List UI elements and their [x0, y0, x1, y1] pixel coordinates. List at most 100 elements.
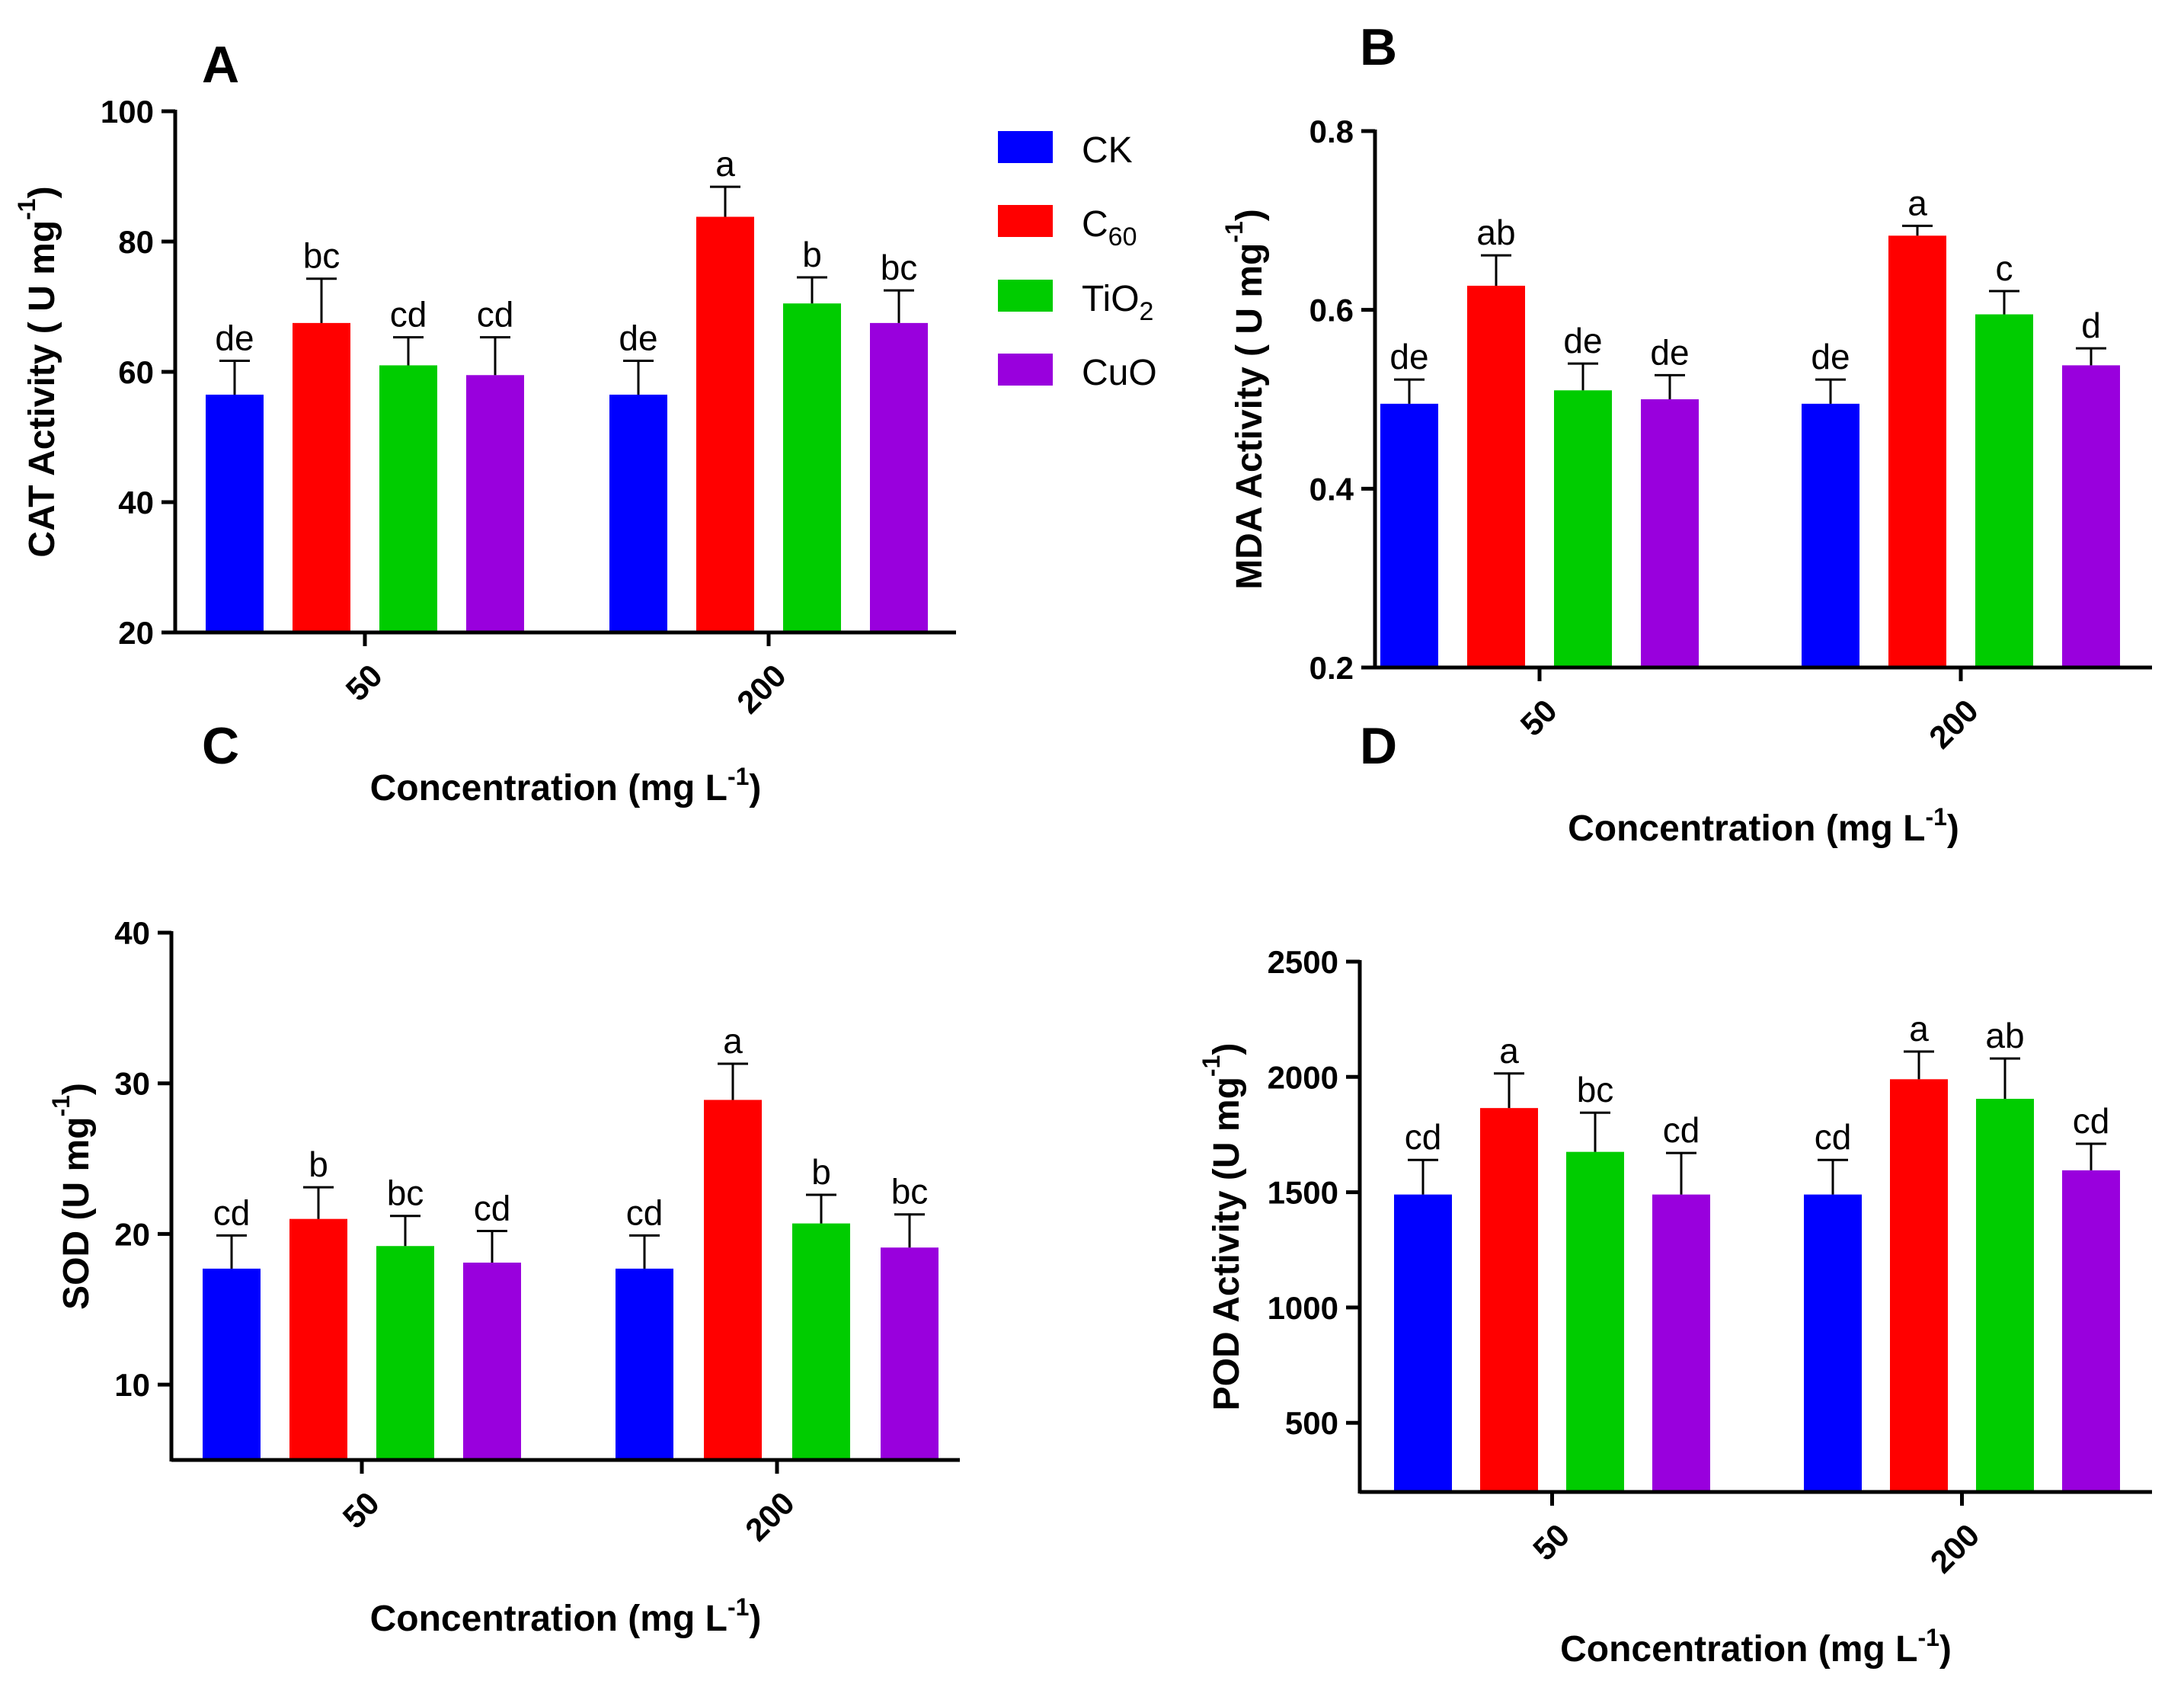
bar-b-cuo-50	[1641, 399, 1699, 668]
sig-label-d-tio2-200: ab	[1985, 1016, 2024, 1055]
y-tick-label-a-80: 80	[118, 224, 154, 260]
legend-label-tio2: TiO2	[1082, 279, 1153, 326]
sig-label-a-cuo-50: cd	[477, 295, 514, 335]
sig-label-c-c60-200: a	[723, 1021, 743, 1061]
y-tick-label-c-20: 20	[114, 1216, 150, 1252]
bar-d-ck-50	[1394, 1194, 1452, 1492]
x-axis-title-c: Concentration (mg L-1)	[370, 1593, 762, 1639]
y-tick-label-d-2000: 2000	[1268, 1059, 1338, 1095]
bar-a-cuo-50	[466, 375, 524, 632]
bar-d-cuo-200	[2062, 1170, 2120, 1492]
sig-label-d-ck-200: cd	[1815, 1117, 1852, 1157]
x-tick-label-b-50: 50	[1514, 693, 1564, 743]
x-tick-label-d-200: 200	[1923, 1517, 1987, 1580]
sig-label-c-tio2-50: bc	[387, 1173, 424, 1213]
sig-label-b-c60-200: a	[1907, 183, 1927, 223]
x-tick-label-c-200: 200	[738, 1485, 801, 1548]
x-tick-label-a-50: 50	[339, 658, 389, 708]
sig-label-c-cuo-50: cd	[474, 1188, 511, 1228]
y-tick-label-b-0.2: 0.2	[1309, 650, 1354, 686]
bar-b-ck-50	[1380, 403, 1438, 668]
bar-c-tio2-200	[792, 1223, 850, 1460]
x-tick-label-c-50: 50	[336, 1485, 386, 1535]
bar-c-c60-200	[704, 1100, 762, 1460]
sig-label-b-tio2-200: c	[1996, 248, 2013, 288]
panel-letter-a: A	[202, 36, 239, 94]
sig-label-c-c60-50: b	[309, 1145, 328, 1184]
x-axis-title-d: Concentration (mg L-1)	[1560, 1624, 1952, 1670]
legend-item-ck: CK	[998, 130, 1133, 171]
legend-label-cuo: CuO	[1082, 353, 1157, 393]
sig-label-a-ck-50: de	[215, 318, 254, 357]
bar-a-ck-200	[609, 394, 667, 632]
panel-d: Dcd cd a a bc ab cd cd 500 1000 1500 2000 2500 50 200 P…	[1198, 717, 2152, 1670]
panel-a: Ade de bc a cd b cd bc 20 40 60 80 100 50 200 CAT Activ…	[13, 36, 956, 808]
y-tick-label-a-20: 20	[118, 615, 154, 651]
legend-swatch-ck	[998, 131, 1053, 163]
legend-swatch-tio2	[998, 280, 1053, 312]
y-tick-label-c-40: 40	[114, 915, 150, 951]
sig-label-d-c60-50: a	[1499, 1031, 1519, 1071]
y-tick-label-a-60: 60	[118, 354, 154, 390]
y-tick-label-d-500: 500	[1285, 1405, 1338, 1441]
x-tick-label-b-200: 200	[1922, 693, 1985, 756]
sig-label-c-ck-200: cd	[626, 1193, 664, 1232]
bar-b-c60-200	[1888, 235, 1946, 668]
y-tick-label-a-100: 100	[101, 94, 154, 130]
bar-a-c60-200	[696, 216, 754, 632]
y-axis-title-d: POD Activity (U mg-1)	[1198, 1043, 1247, 1411]
x-tick-label-d-50: 50	[1526, 1517, 1576, 1567]
y-tick-label-d-1000: 1000	[1268, 1290, 1338, 1326]
panel-letter-c: C	[202, 717, 239, 775]
bar-c-ck-50	[203, 1268, 261, 1460]
bar-d-c60-200	[1890, 1079, 1948, 1492]
bar-b-c60-50	[1467, 285, 1525, 668]
sig-label-a-tio2-50: cd	[390, 295, 427, 335]
panel-b: Bde de ab a de c de d 0.2 0.4 0.6 0.8 50 200 MDA Activ…	[1220, 18, 2152, 849]
sig-label-d-cuo-50: cd	[1663, 1110, 1700, 1150]
bar-b-tio2-200	[1975, 314, 2033, 668]
bar-a-ck-50	[206, 394, 264, 632]
bar-a-tio2-50	[379, 365, 437, 632]
y-axis-title-c: SOD (U mg-1)	[47, 1083, 97, 1310]
bar-c-c60-50	[289, 1218, 347, 1460]
sig-label-c-cuo-200: bc	[891, 1172, 929, 1212]
sig-label-d-cuo-200: cd	[2073, 1101, 2110, 1141]
x-tick-label-a-200: 200	[730, 658, 793, 721]
bar-c-cuo-200	[881, 1247, 939, 1460]
y-tick-label-c-30: 30	[114, 1066, 150, 1102]
bar-d-tio2-50	[1566, 1151, 1624, 1492]
sig-label-d-ck-50: cd	[1405, 1117, 1442, 1157]
legend-label-ck: CK	[1082, 130, 1133, 171]
sig-label-d-tio2-50: bc	[1577, 1070, 1614, 1109]
bar-a-c60-50	[293, 322, 350, 632]
x-axis-title-a: Concentration (mg L-1)	[370, 763, 762, 808]
bar-c-tio2-50	[376, 1246, 434, 1460]
y-tick-label-a-40: 40	[118, 485, 154, 520]
sig-label-b-c60-50: ab	[1476, 213, 1515, 252]
sig-label-a-ck-200: de	[619, 318, 657, 357]
bar-a-cuo-200	[870, 322, 928, 632]
bar-b-ck-200	[1802, 403, 1859, 668]
y-tick-label-b-0.8: 0.8	[1309, 114, 1354, 149]
legend-item-cuo: CuO	[998, 353, 1157, 393]
sig-label-c-ck-50: cd	[213, 1193, 251, 1232]
panel-c: Ccd cd b a bc b cd bc 10 20 30 40 50 200 SOD (U mg-1) C…	[47, 717, 960, 1639]
y-tick-label-c-10: 10	[114, 1367, 150, 1403]
y-tick-label-d-1500: 1500	[1268, 1175, 1338, 1211]
sig-label-c-tio2-200: b	[811, 1152, 831, 1192]
legend-label-c60: C60	[1082, 204, 1137, 251]
bar-a-tio2-200	[783, 303, 841, 632]
legend-item-tio2: TiO2	[998, 279, 1153, 326]
bar-d-tio2-200	[1976, 1099, 2034, 1492]
bar-c-ck-200	[616, 1268, 673, 1460]
bar-d-ck-200	[1804, 1194, 1862, 1492]
y-tick-label-b-0.4: 0.4	[1309, 471, 1354, 507]
legend-swatch-c60	[998, 205, 1053, 237]
sig-label-b-tio2-50: de	[1563, 321, 1602, 360]
y-axis-title-a: CAT Activity ( U mg-1)	[13, 186, 62, 557]
sig-label-d-c60-200: a	[1909, 1009, 1929, 1048]
y-tick-label-b-0.6: 0.6	[1309, 293, 1354, 328]
bar-b-cuo-200	[2062, 365, 2120, 668]
